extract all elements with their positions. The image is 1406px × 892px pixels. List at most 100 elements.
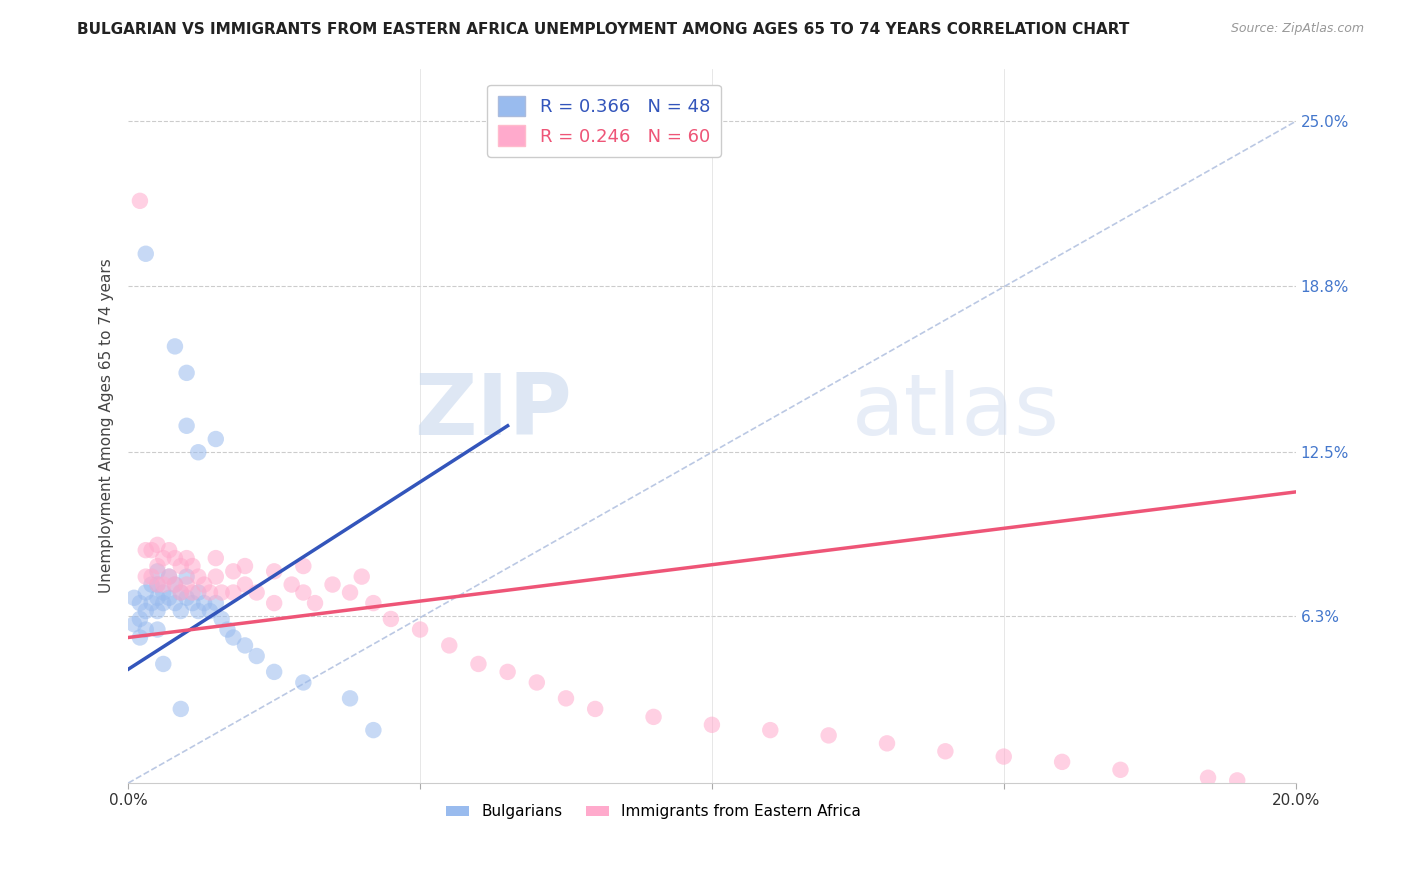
Point bbox=[222, 565, 245, 579]
Point bbox=[193, 596, 215, 610]
Point bbox=[211, 585, 233, 599]
Point bbox=[233, 559, 256, 574]
Point bbox=[304, 596, 326, 610]
Point bbox=[146, 623, 169, 637]
Point bbox=[176, 366, 198, 380]
Text: ZIP: ZIP bbox=[415, 370, 572, 453]
Point bbox=[339, 691, 361, 706]
Point bbox=[152, 551, 174, 566]
Point bbox=[146, 591, 169, 605]
Point bbox=[129, 631, 152, 645]
Point bbox=[181, 559, 204, 574]
Legend: Bulgarians, Immigrants from Eastern Africa: Bulgarians, Immigrants from Eastern Afri… bbox=[440, 798, 866, 825]
Point bbox=[163, 551, 186, 566]
Point bbox=[122, 591, 145, 605]
Point bbox=[135, 543, 157, 558]
Point bbox=[993, 749, 1015, 764]
Point bbox=[176, 591, 198, 605]
Point bbox=[467, 657, 489, 671]
Point bbox=[292, 675, 315, 690]
Point bbox=[817, 728, 839, 742]
Point bbox=[292, 559, 315, 574]
Point bbox=[141, 543, 163, 558]
Point bbox=[217, 623, 239, 637]
Point bbox=[146, 565, 169, 579]
Point bbox=[1226, 773, 1249, 788]
Point bbox=[152, 596, 174, 610]
Point bbox=[246, 648, 269, 663]
Point bbox=[163, 596, 186, 610]
Point bbox=[263, 596, 285, 610]
Point bbox=[163, 577, 186, 591]
Point bbox=[233, 577, 256, 591]
Point bbox=[204, 551, 226, 566]
Text: BULGARIAN VS IMMIGRANTS FROM EASTERN AFRICA UNEMPLOYMENT AMONG AGES 65 TO 74 YEA: BULGARIAN VS IMMIGRANTS FROM EASTERN AFR… bbox=[77, 22, 1129, 37]
Point bbox=[141, 596, 163, 610]
Point bbox=[204, 569, 226, 583]
Point bbox=[146, 577, 169, 591]
Text: atlas: atlas bbox=[852, 370, 1060, 453]
Point bbox=[170, 585, 193, 599]
Point bbox=[1050, 755, 1073, 769]
Point bbox=[583, 702, 606, 716]
Point bbox=[555, 691, 578, 706]
Point bbox=[934, 744, 956, 758]
Point bbox=[211, 612, 233, 626]
Point bbox=[135, 246, 157, 260]
Point bbox=[146, 604, 169, 618]
Point bbox=[380, 612, 402, 626]
Point bbox=[129, 194, 152, 208]
Point bbox=[222, 585, 245, 599]
Point bbox=[163, 577, 186, 591]
Point bbox=[181, 596, 204, 610]
Point bbox=[170, 604, 193, 618]
Point bbox=[363, 723, 385, 738]
Point bbox=[322, 577, 344, 591]
Point bbox=[363, 596, 385, 610]
Point bbox=[176, 418, 198, 433]
Point bbox=[157, 591, 180, 605]
Point bbox=[141, 577, 163, 591]
Point bbox=[439, 639, 461, 653]
Point bbox=[129, 596, 152, 610]
Point bbox=[246, 585, 269, 599]
Point bbox=[263, 665, 285, 679]
Point bbox=[187, 585, 209, 599]
Point bbox=[129, 612, 152, 626]
Point bbox=[135, 569, 157, 583]
Point bbox=[233, 639, 256, 653]
Point bbox=[198, 585, 221, 599]
Point bbox=[157, 569, 180, 583]
Point bbox=[146, 538, 169, 552]
Point bbox=[350, 569, 373, 583]
Point bbox=[187, 569, 209, 583]
Point bbox=[141, 569, 163, 583]
Point bbox=[222, 631, 245, 645]
Point bbox=[146, 559, 169, 574]
Point bbox=[643, 710, 665, 724]
Point bbox=[157, 569, 180, 583]
Point bbox=[193, 577, 215, 591]
Point bbox=[187, 604, 209, 618]
Point bbox=[170, 585, 193, 599]
Point bbox=[409, 623, 432, 637]
Point bbox=[263, 565, 285, 579]
Point bbox=[339, 585, 361, 599]
Point bbox=[146, 577, 169, 591]
Text: Source: ZipAtlas.com: Source: ZipAtlas.com bbox=[1230, 22, 1364, 36]
Point bbox=[204, 596, 226, 610]
Point bbox=[204, 432, 226, 446]
Point bbox=[163, 339, 186, 353]
Point bbox=[135, 585, 157, 599]
Point bbox=[759, 723, 782, 738]
Point bbox=[526, 675, 548, 690]
Point bbox=[170, 702, 193, 716]
Point bbox=[700, 718, 723, 732]
Point bbox=[135, 623, 157, 637]
Point bbox=[876, 736, 898, 750]
Point bbox=[152, 657, 174, 671]
Point bbox=[176, 551, 198, 566]
Point bbox=[1109, 763, 1132, 777]
Y-axis label: Unemployment Among Ages 65 to 74 years: Unemployment Among Ages 65 to 74 years bbox=[100, 259, 114, 593]
Point bbox=[152, 585, 174, 599]
